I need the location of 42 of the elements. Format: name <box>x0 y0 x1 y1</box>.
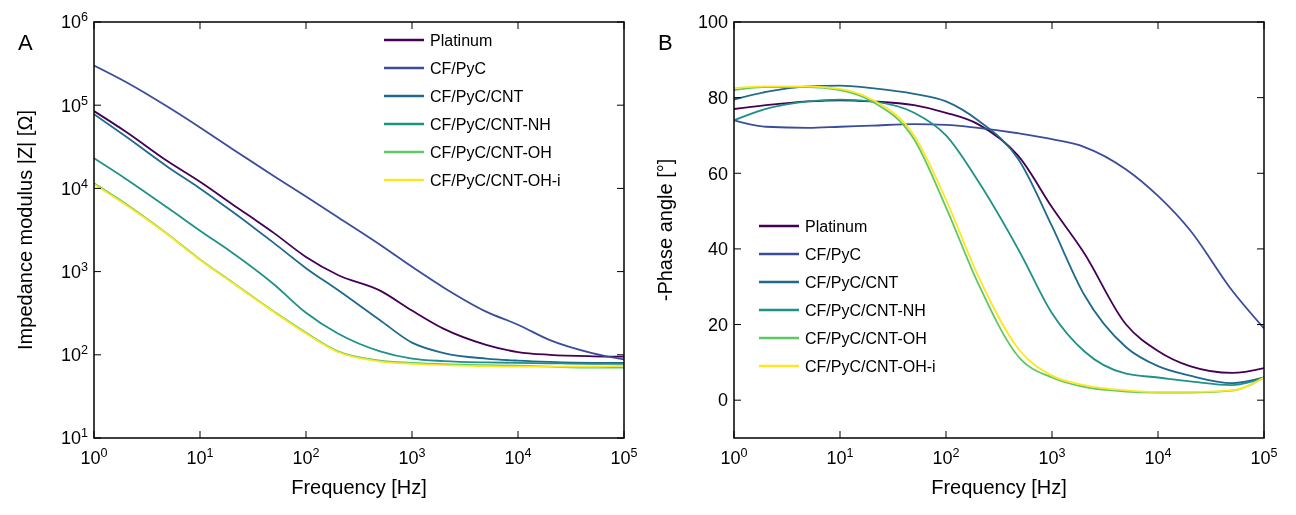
y-tick-label: 10$^{2}$ <box>60 343 88 366</box>
x-tick-label: 10$^{4}$ <box>504 446 532 468</box>
y-tick-label: 10$^{6}$ <box>60 10 88 33</box>
y-tick-label: 100 <box>697 12 728 33</box>
legend-label: Platinum <box>430 31 493 49</box>
x-tick-label: 10$^{3}$ <box>398 446 426 468</box>
y-tick-label: 10$^{5}$ <box>60 93 88 116</box>
legend-label: Platinum <box>805 217 868 235</box>
legend-label: CF/PyC/CNT <box>430 87 524 105</box>
legend-label: CF/PyC/CNT <box>805 273 899 291</box>
y-tick-label: 80 <box>707 87 728 108</box>
y-tick-label: 0 <box>717 390 728 411</box>
legend-label: CF/PyC/CNT-NH <box>805 301 926 319</box>
x-tick-label: 10$^{5}$ <box>610 446 638 468</box>
y-tick-label: 10$^{1}$ <box>60 426 88 449</box>
legend-label: CF/PyC/CNT-NH <box>430 115 551 133</box>
x-tick-label: 10$^{1}$ <box>186 446 214 468</box>
y-tick-label: 10$^{4}$ <box>60 176 88 199</box>
y-axis-title: -Phase angle [°] <box>654 158 676 302</box>
legend-label: CF/PyC <box>805 245 861 263</box>
y-tick-label: 10$^{3}$ <box>60 259 88 282</box>
legend-label: CF/PyC/CNT-OH <box>430 143 552 161</box>
chart-title: A <box>18 30 33 55</box>
y-tick-label: 60 <box>707 163 728 184</box>
chart-title: B <box>658 30 673 55</box>
x-tick-label: 10$^{3}$ <box>1038 446 1066 468</box>
y-tick-label: 40 <box>707 239 728 260</box>
x-axis-title: Frequency [Hz] <box>931 476 1067 498</box>
y-tick-label: 20 <box>707 314 728 335</box>
x-tick-label: 10$^{0}$ <box>80 446 108 468</box>
x-axis-title: Frequency [Hz] <box>291 476 427 498</box>
x-tick-label: 10$^{5}$ <box>1250 446 1278 468</box>
legend-label: CF/PyC <box>430 59 486 77</box>
legend-label: CF/PyC/CNT-OH-i <box>430 171 561 189</box>
legend-label: CF/PyC/CNT-OH-i <box>805 357 936 375</box>
x-tick-label: 10$^{0}$ <box>720 446 748 468</box>
x-tick-label: 10$^{2}$ <box>292 446 320 468</box>
legend-label: CF/PyC/CNT-OH <box>805 329 927 347</box>
x-tick-label: 10$^{4}$ <box>1144 446 1172 468</box>
x-tick-label: 10$^{1}$ <box>826 446 854 468</box>
x-tick-label: 10$^{2}$ <box>932 446 960 468</box>
y-axis-title: Impedance modulus |Z| [Ω] <box>14 110 36 350</box>
